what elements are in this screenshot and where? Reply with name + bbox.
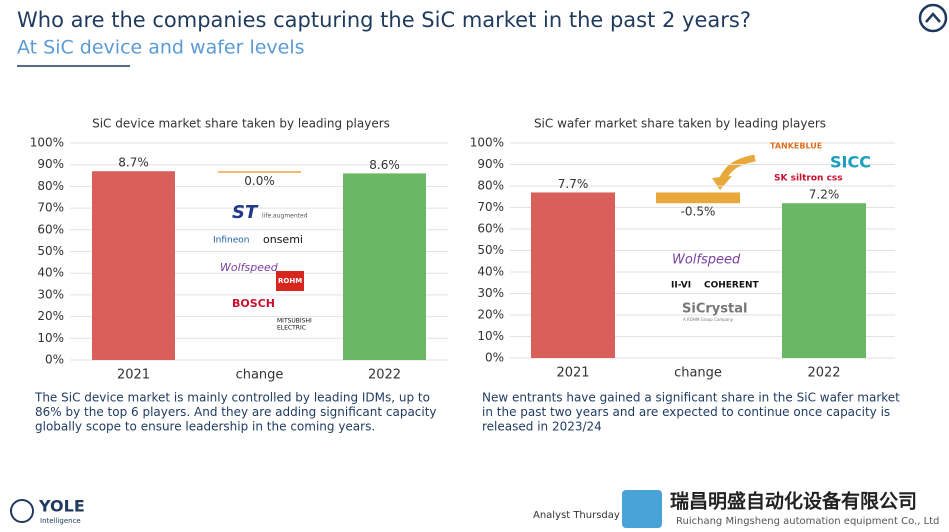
bar [531,192,615,358]
logo: SiCrystal [682,302,747,317]
bar-annotation: 8.6% [369,158,400,172]
y-tick-label: 10% [37,331,64,345]
logo: COHERENT [704,281,760,291]
y-tick-label: 60% [477,222,504,236]
logo: BOSCH [232,297,275,310]
logo: TANKEBLUE [770,142,822,151]
logo: Infineon [213,236,249,246]
y-tick-label: 80% [477,179,504,193]
y-tick-label: 70% [37,201,64,215]
logo: Wolfspeed [672,253,741,268]
brand-sub: Intelligence [40,517,81,525]
y-tick-label: 30% [477,286,504,300]
caption: globally scope to ensure leadership in t… [35,420,375,434]
y-tick-label: 60% [37,222,64,236]
logo: A ROHM Group Company [683,317,734,322]
slide-subtitle: At SiC device and wafer levels [17,37,305,59]
chart-title: SiC wafer market share taken by leading … [534,117,826,131]
bar [782,203,866,358]
x-tick-label: change [236,368,284,383]
caption: The SiC device market is mainly controll… [34,391,430,405]
logo: II-VI [671,281,691,291]
y-tick-label: 100% [30,136,64,150]
logo: SICC [830,153,871,172]
y-tick-label: 40% [477,265,504,279]
bar-annotation: -0.5% [681,205,716,219]
x-tick-label: 2021 [556,366,589,381]
y-tick-label: 80% [37,179,64,193]
y-tick-label: 100% [470,136,504,150]
watermark: 瑞昌明盛自动化设备有限公司 [670,490,917,513]
bar [656,192,740,204]
logo: ST [232,202,259,223]
logo: life.augmented [262,213,308,220]
x-tick-label: 2022 [368,368,401,383]
caption: New entrants have gained a significant s… [482,391,900,405]
arrow-head [712,176,732,190]
y-tick-label: 90% [37,157,64,171]
y-tick-label: 50% [37,244,64,258]
nav-up-button[interactable] [918,3,948,33]
logo: SK siltron css [774,174,843,184]
bar-annotation: 8.7% [118,156,149,170]
y-tick-label: 20% [477,308,504,322]
y-tick-label: 20% [37,309,64,323]
logo: MITSUBISHI [277,318,312,325]
logo: Wolfspeed [220,261,279,274]
bar-annotation: 7.2% [809,188,840,202]
logo-box [276,271,304,291]
bar [343,173,426,360]
y-tick-label: 0% [485,351,504,365]
bar-annotation: 7.7% [558,177,589,191]
y-tick-label: 90% [477,157,504,171]
x-tick-label: 2021 [117,368,150,383]
y-tick-label: 0% [45,353,64,367]
x-tick-label: change [674,366,722,381]
watermark-en: Ruichang Mingsheng automation equipment … [676,516,939,527]
logo: ROHM [278,277,302,285]
yole-logo-mark [10,499,34,523]
y-tick-label: 70% [477,200,504,214]
caption: released in 2023/24 [482,420,602,434]
x-tick-label: 2022 [807,366,840,381]
bar [218,171,301,173]
y-tick-label: 50% [477,243,504,257]
caption: 86% by the top 6 players. And they are a… [35,405,437,419]
bar-annotation: 0.0% [244,174,275,188]
watermark-logo [622,490,662,528]
slide-title: Who are the companies capturing the SiC … [17,8,751,32]
logo: ELECTRIC [277,325,306,332]
logo: onsemi [263,233,303,246]
nav-chevron[interactable] [925,12,941,23]
bar [92,171,175,360]
y-tick-label: 40% [37,266,64,280]
nav-circle[interactable] [918,3,948,33]
brand: YOLE [38,497,85,516]
chart-title: SiC device market share taken by leading… [92,117,390,131]
event: Analyst Thursday [533,510,620,521]
y-tick-label: 10% [477,329,504,343]
y-tick-label: 30% [37,287,64,301]
caption: in the past two years and are expected t… [482,405,890,419]
